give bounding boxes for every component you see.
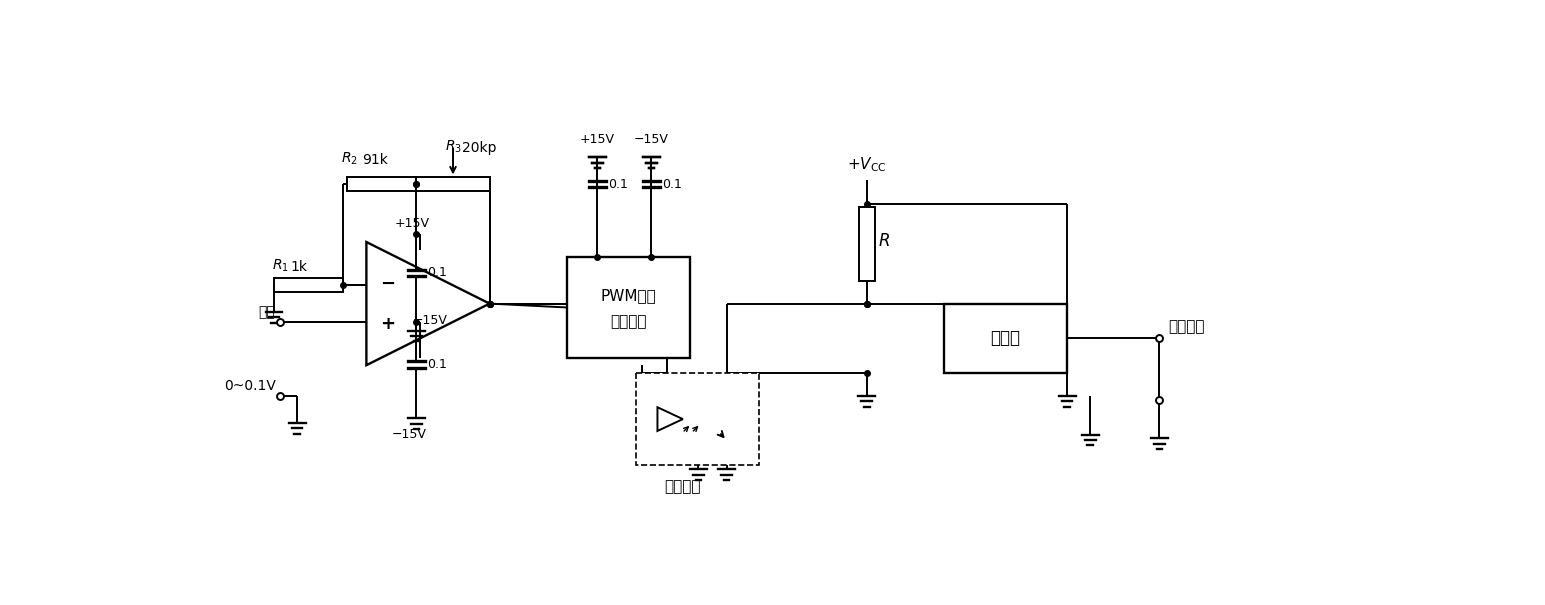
Text: 输入: 输入 bbox=[258, 305, 275, 319]
Text: 发生电路: 发生电路 bbox=[610, 314, 646, 329]
Bar bbox=[417, 177, 490, 191]
Text: 0~0.1V: 0~0.1V bbox=[224, 379, 275, 393]
Text: 光耦合器: 光耦合器 bbox=[664, 479, 700, 494]
Bar bbox=[348, 177, 417, 191]
Bar bbox=[661, 381, 674, 427]
Text: −15V: −15V bbox=[633, 132, 669, 146]
Text: −15V: −15V bbox=[391, 428, 426, 442]
Bar bbox=[273, 278, 343, 292]
Text: 91k: 91k bbox=[363, 153, 388, 168]
Text: +15V: +15V bbox=[396, 217, 430, 231]
Text: 0.1: 0.1 bbox=[609, 178, 627, 191]
Text: PWM信号: PWM信号 bbox=[601, 289, 657, 303]
Text: −15V: −15V bbox=[413, 314, 448, 327]
Text: 0.1: 0.1 bbox=[663, 178, 681, 191]
Text: $R_3$: $R_3$ bbox=[445, 139, 462, 155]
Text: $R_2$: $R_2$ bbox=[341, 151, 358, 168]
Text: $R$: $R$ bbox=[879, 234, 890, 250]
Bar bbox=[944, 304, 1068, 373]
Text: +15V: +15V bbox=[579, 132, 615, 146]
Text: 1k: 1k bbox=[290, 260, 307, 273]
Bar bbox=[859, 208, 874, 281]
Text: 检出电压: 检出电压 bbox=[1168, 319, 1205, 335]
Text: +: + bbox=[380, 315, 396, 333]
Text: 0.1: 0.1 bbox=[428, 266, 447, 280]
Text: 解调器: 解调器 bbox=[990, 329, 1021, 347]
Text: −: − bbox=[380, 275, 396, 293]
Bar bbox=[567, 257, 689, 358]
Text: 0.1: 0.1 bbox=[428, 358, 447, 371]
Text: 20kp: 20kp bbox=[462, 141, 497, 155]
Text: $+V_{\mathrm{CC}}$: $+V_{\mathrm{CC}}$ bbox=[847, 155, 887, 174]
Bar bbox=[637, 373, 759, 465]
Text: $R_1$: $R_1$ bbox=[272, 257, 289, 273]
